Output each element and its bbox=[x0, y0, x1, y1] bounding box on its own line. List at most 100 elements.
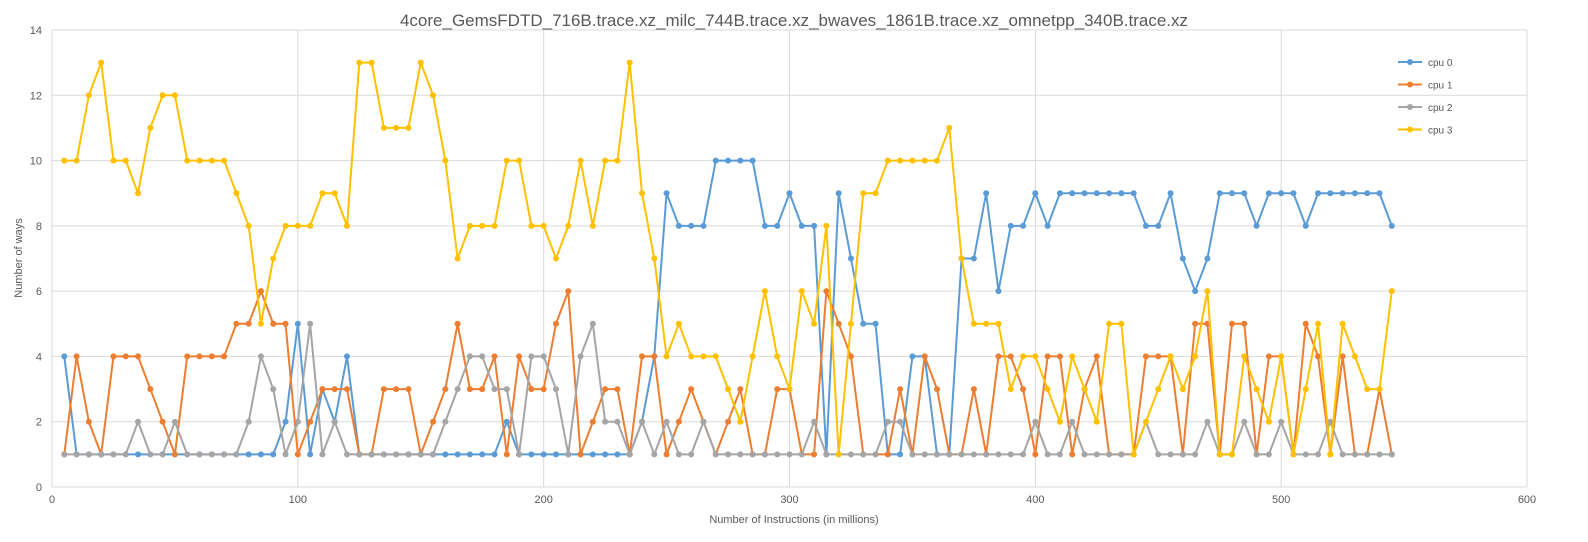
data-point bbox=[1044, 222, 1051, 229]
data-point bbox=[208, 157, 215, 164]
data-point bbox=[368, 59, 375, 66]
data-point bbox=[1118, 451, 1125, 458]
data-point bbox=[159, 418, 166, 425]
data-point bbox=[798, 222, 805, 229]
data-point bbox=[442, 418, 449, 425]
data-point bbox=[171, 92, 178, 99]
data-point bbox=[1192, 288, 1199, 295]
data-point bbox=[1388, 288, 1395, 295]
data-point bbox=[577, 353, 584, 360]
data-point bbox=[368, 451, 375, 458]
data-point bbox=[196, 157, 203, 164]
data-point bbox=[737, 451, 744, 458]
data-point bbox=[1081, 190, 1088, 197]
data-point bbox=[466, 353, 473, 360]
data-point bbox=[1351, 353, 1358, 360]
data-point bbox=[921, 157, 928, 164]
data-point bbox=[1339, 353, 1346, 360]
data-point bbox=[798, 451, 805, 458]
data-point bbox=[1253, 451, 1260, 458]
data-point bbox=[1388, 451, 1395, 458]
data-point bbox=[1167, 451, 1174, 458]
data-point bbox=[405, 386, 412, 393]
data-point bbox=[1364, 190, 1371, 197]
data-point bbox=[1376, 451, 1383, 458]
data-point bbox=[540, 451, 547, 458]
data-point bbox=[1192, 320, 1199, 327]
data-point bbox=[1265, 190, 1272, 197]
data-point bbox=[1278, 353, 1285, 360]
legend-item: cpu 0 bbox=[1398, 58, 1453, 69]
data-point bbox=[1093, 353, 1100, 360]
data-point bbox=[725, 418, 732, 425]
data-point bbox=[675, 222, 682, 229]
data-point bbox=[995, 353, 1002, 360]
data-point bbox=[491, 222, 498, 229]
data-point bbox=[589, 451, 596, 458]
data-point bbox=[454, 320, 461, 327]
data-point bbox=[1376, 386, 1383, 393]
data-point bbox=[1020, 386, 1027, 393]
data-point bbox=[1167, 353, 1174, 360]
data-point bbox=[442, 157, 449, 164]
data-point bbox=[196, 451, 203, 458]
data-point bbox=[1204, 418, 1211, 425]
data-point bbox=[639, 190, 645, 197]
data-point bbox=[860, 451, 867, 458]
data-point bbox=[1302, 320, 1309, 327]
y-tick-label: 2 bbox=[36, 417, 42, 429]
data-point bbox=[725, 451, 732, 458]
data-point bbox=[1081, 386, 1088, 393]
data-point bbox=[307, 320, 314, 327]
data-point bbox=[552, 386, 559, 393]
data-point bbox=[393, 386, 400, 393]
data-point bbox=[983, 320, 990, 327]
data-point bbox=[712, 157, 719, 164]
data-point bbox=[663, 418, 670, 425]
data-point bbox=[294, 418, 301, 425]
y-tick-label: 14 bbox=[30, 25, 42, 37]
data-point bbox=[1167, 190, 1174, 197]
data-point bbox=[1118, 320, 1125, 327]
data-point bbox=[1020, 451, 1027, 458]
y-tick-label: 10 bbox=[30, 156, 42, 168]
data-point bbox=[577, 451, 584, 458]
data-point bbox=[442, 451, 449, 458]
data-point bbox=[909, 451, 916, 458]
data-point bbox=[749, 451, 756, 458]
data-point bbox=[995, 288, 1002, 295]
data-point bbox=[700, 418, 707, 425]
data-point bbox=[639, 418, 645, 425]
data-point bbox=[1253, 386, 1260, 393]
data-point bbox=[1130, 451, 1137, 458]
data-point bbox=[1155, 353, 1162, 360]
data-point bbox=[1351, 190, 1358, 197]
data-point bbox=[1179, 386, 1186, 393]
data-point bbox=[995, 320, 1002, 327]
data-point bbox=[958, 451, 965, 458]
x-axis-label: Number of Instructions (in millions) bbox=[709, 514, 878, 526]
gridlines bbox=[51, 29, 1528, 488]
data-point bbox=[245, 451, 252, 458]
y-tick-label: 6 bbox=[36, 286, 42, 298]
data-point bbox=[614, 386, 621, 393]
data-point bbox=[270, 451, 277, 458]
data-point bbox=[1007, 451, 1014, 458]
data-point bbox=[1192, 451, 1199, 458]
data-point bbox=[577, 157, 584, 164]
y-tick-label: 0 bbox=[36, 482, 42, 494]
data-point bbox=[589, 418, 596, 425]
data-point bbox=[257, 451, 264, 458]
data-point bbox=[245, 222, 252, 229]
data-point bbox=[1192, 353, 1199, 360]
x-tick-label: 500 bbox=[1272, 494, 1290, 506]
data-point bbox=[847, 451, 854, 458]
data-point bbox=[921, 451, 928, 458]
data-point bbox=[282, 451, 289, 458]
data-point bbox=[282, 320, 289, 327]
data-point bbox=[688, 222, 695, 229]
data-point bbox=[651, 451, 658, 458]
data-point bbox=[184, 451, 191, 458]
data-point bbox=[712, 353, 719, 360]
legend-marker bbox=[1407, 59, 1413, 65]
